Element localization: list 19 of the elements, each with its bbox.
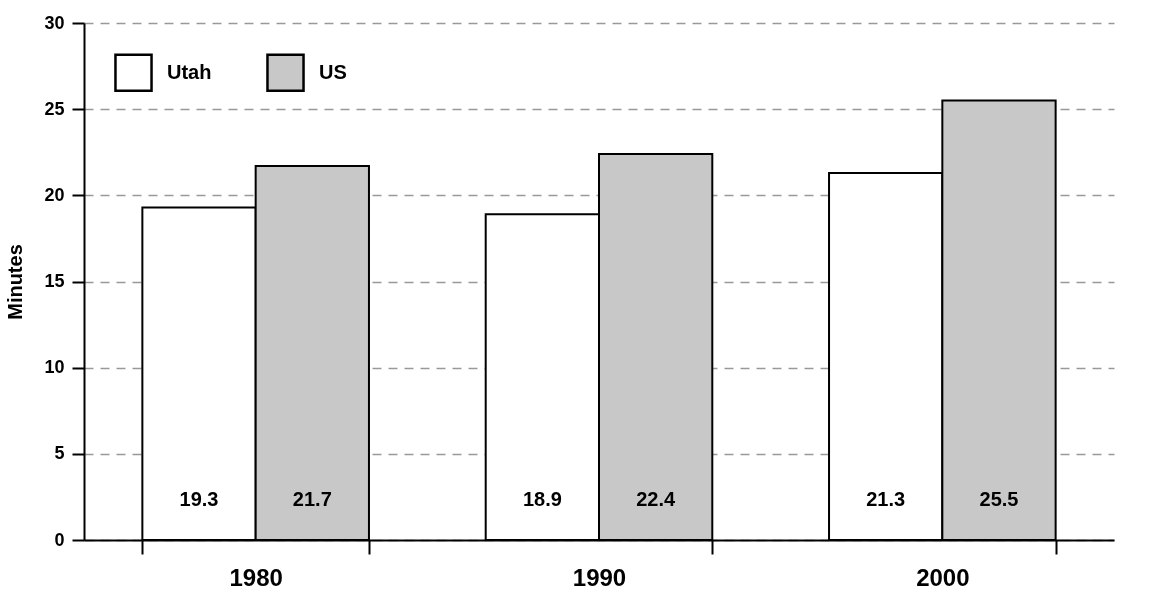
legend-label: US [319, 60, 347, 83]
x-tick-label: 1990 [572, 563, 627, 591]
data-label: 22.4 [636, 488, 676, 510]
y-tick-label: 15 [44, 271, 65, 291]
y-tick-label: 0 [54, 529, 65, 550]
y-tick-label: 30 [44, 12, 65, 33]
y-tick-label: 20 [44, 184, 65, 205]
data-label: 18.9 [522, 488, 562, 510]
data-label: 21.3 [866, 488, 906, 510]
x-tick-label: 1980 [229, 563, 283, 591]
legend-label: Utah [167, 60, 212, 83]
y-axis-title: Minutes [4, 244, 27, 320]
x-tick-label: 2000 [916, 563, 970, 591]
y-tick-label: 5 [54, 443, 65, 464]
data-label: 25.5 [979, 488, 1019, 510]
y-tick-label: 10 [44, 357, 65, 378]
y-tick-label: 25 [44, 98, 65, 119]
data-label: 21.7 [292, 488, 332, 510]
data-label: 19.3 [179, 488, 219, 510]
